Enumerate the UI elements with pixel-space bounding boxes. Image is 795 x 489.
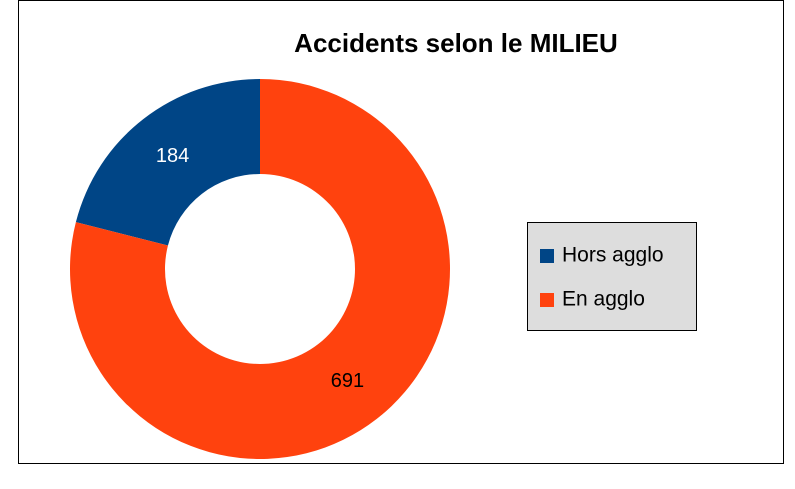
donut-slice [70,79,451,459]
data-label: 184 [156,145,189,167]
legend-swatch [540,293,554,307]
chart-title: Accidents selon le MILIEU [294,28,618,58]
legend-label: Hors agglo [562,244,664,267]
data-label: 691 [331,370,364,392]
legend-swatch [540,249,554,263]
legend-label: En agglo [562,288,645,311]
legend-box [527,222,697,331]
donut-slice [75,79,260,246]
